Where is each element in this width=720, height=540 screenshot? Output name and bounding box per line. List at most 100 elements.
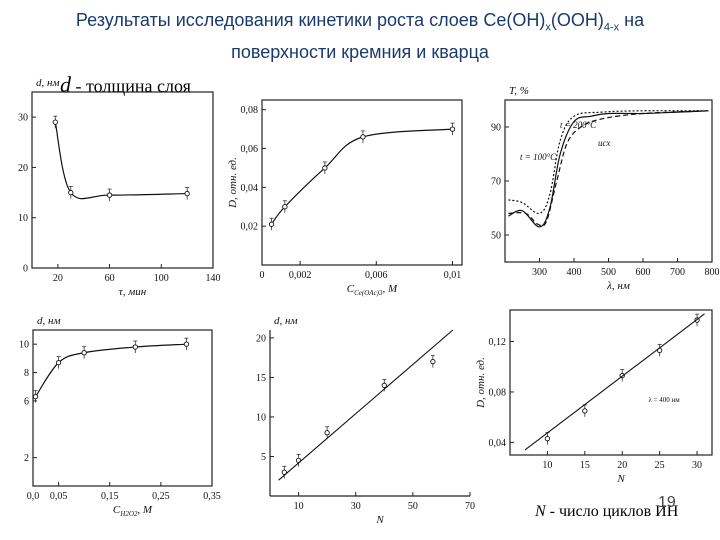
title-text: (OOH) bbox=[550, 10, 604, 30]
x-tick-label: 10 bbox=[542, 460, 552, 471]
y-tick-label: 10 bbox=[256, 412, 266, 423]
chart2: 0 0,002 0,006 0,01 0,02 0,04 0,06 0,08 CCe(OAc)3… bbox=[227, 99, 463, 297]
x-axis-label-unit: , М bbox=[137, 504, 153, 516]
fit-line bbox=[524, 313, 705, 451]
y-tick-label: 10 bbox=[19, 340, 29, 351]
data-point bbox=[184, 190, 190, 197]
page-number: 19 bbox=[658, 494, 676, 511]
cycles-legend: N - число циклов ИН bbox=[535, 503, 678, 521]
y-axis-label: D, отн. ед. bbox=[475, 357, 487, 409]
y-tick-label: 8 bbox=[24, 368, 29, 379]
x-tick-label: 140 bbox=[206, 273, 221, 284]
x-tick-label: 20 bbox=[53, 273, 63, 284]
y-axis-label: d, нм bbox=[36, 77, 59, 89]
x-tick-label: 300 bbox=[532, 267, 547, 278]
series-line bbox=[508, 110, 709, 228]
data-point bbox=[68, 189, 74, 196]
series-label: t = 100°C bbox=[520, 152, 557, 162]
data-point bbox=[544, 435, 551, 442]
y-axis-label: d, нм bbox=[274, 315, 297, 327]
x-tick-label: 800 bbox=[705, 267, 720, 278]
series-line bbox=[35, 343, 187, 397]
title-text: на bbox=[619, 10, 645, 30]
x-axis-label-sub: H2O2 bbox=[119, 510, 138, 518]
y-axis-label: D, отн. ед. bbox=[227, 157, 239, 209]
fit-line bbox=[278, 329, 454, 481]
y-tick-label: 0,02 bbox=[241, 222, 259, 233]
data-point bbox=[81, 350, 87, 356]
y-tick-label: 20 bbox=[18, 163, 28, 174]
y-tick-label: 2 bbox=[24, 453, 29, 464]
series-line bbox=[271, 128, 453, 225]
chart3: 300 400 500 600 700 800 50 70 90 λ, нм T, % t = 200… bbox=[491, 85, 720, 292]
y-tick-label: 0,04 bbox=[241, 183, 259, 194]
y-tick-label: 0,08 bbox=[489, 387, 507, 398]
legend-symbol: d bbox=[60, 72, 71, 97]
plot-frame bbox=[509, 309, 713, 456]
chart1: 20 60 100 140 0 10 20 30 τ, мин d, нм bbox=[18, 77, 221, 298]
x-tick-label: 0,35 bbox=[203, 491, 221, 502]
x-axis-label-sub: Ce(OAc)3 bbox=[354, 289, 383, 297]
x-tick-label: 70 bbox=[465, 501, 475, 512]
title-text: Результаты исследования кинетики роста с… bbox=[75, 10, 546, 30]
data-point bbox=[55, 359, 62, 366]
y-tick-label: 50 bbox=[491, 231, 501, 242]
data-point bbox=[132, 344, 138, 350]
x-tick-label: 0,01 bbox=[444, 270, 462, 281]
x-axis-label: N bbox=[616, 473, 625, 485]
x-axis-label: λ, нм bbox=[606, 280, 630, 292]
data-point bbox=[281, 469, 287, 475]
x-tick-label: 0,15 bbox=[101, 491, 119, 502]
x-tick-label: 0,05 bbox=[50, 491, 68, 502]
footer-text: - число циклов ИН bbox=[545, 503, 679, 520]
y-tick-label: 0,12 bbox=[489, 337, 507, 348]
plot-frame bbox=[31, 91, 214, 269]
footer-symbol: N bbox=[535, 503, 546, 520]
y-tick-label: 70 bbox=[491, 177, 501, 188]
y-tick-label: 6 bbox=[24, 396, 29, 407]
y-tick-label: 90 bbox=[491, 123, 501, 134]
legend-text: - толщина слоя bbox=[71, 76, 191, 96]
y-tick-label: 0,08 bbox=[241, 105, 259, 116]
x-tick-label: 0,0 bbox=[27, 491, 40, 502]
chart6: 10 15 20 25 30 0,04 0,08 0,12 N D, отн. ед. λ = 40… bbox=[475, 309, 713, 485]
x-tick-label: 60 bbox=[105, 273, 115, 284]
x-tick-label: 0,002 bbox=[289, 270, 312, 281]
data-point bbox=[32, 394, 39, 400]
y-tick-label: 30 bbox=[18, 113, 28, 124]
x-tick-label: 25 bbox=[655, 460, 665, 471]
series-label: исх bbox=[598, 138, 610, 148]
plot-frame bbox=[504, 99, 713, 263]
y-tick-label: 0,06 bbox=[241, 144, 259, 155]
x-axis-label: τ, мин bbox=[119, 286, 147, 298]
plot-frame bbox=[261, 99, 463, 266]
x-tick-label: 100 bbox=[154, 273, 169, 284]
x-tick-label: 20 bbox=[617, 460, 627, 471]
y-tick-label: 5 bbox=[261, 452, 266, 463]
title-line-2: поверхности кремния и кварца bbox=[231, 41, 489, 62]
x-tick-label: 700 bbox=[670, 267, 685, 278]
chart4: 0,0 0,05 0,15 0,25 0,35 2 6 8 10 CH2O2, М d, нм bbox=[19, 315, 221, 518]
x-tick-label: 400 bbox=[567, 267, 582, 278]
y-axis-label: T, % bbox=[509, 85, 529, 97]
thickness-legend: d - толщина слоя bbox=[60, 72, 191, 98]
plot-frame bbox=[32, 329, 213, 487]
data-point bbox=[430, 358, 436, 365]
x-tick-label: 15 bbox=[580, 460, 590, 471]
data-point bbox=[106, 192, 113, 198]
series-line bbox=[508, 110, 709, 227]
x-tick-label: 600 bbox=[636, 267, 651, 278]
y-tick-label: 15 bbox=[256, 373, 266, 384]
y-tick-label: 0,04 bbox=[489, 438, 507, 449]
x-tick-label: 50 bbox=[408, 501, 418, 512]
data-point bbox=[183, 341, 190, 347]
y-tick-label: 0 bbox=[23, 264, 28, 275]
data-point bbox=[582, 408, 588, 414]
title-subscript: 4-x bbox=[603, 21, 620, 34]
data-point bbox=[381, 382, 387, 388]
wavelength-annotation: λ = 400 нм bbox=[648, 396, 680, 404]
series-label: t = 200°C bbox=[560, 120, 597, 130]
data-point bbox=[268, 221, 275, 227]
title-subscript: x bbox=[545, 21, 551, 34]
